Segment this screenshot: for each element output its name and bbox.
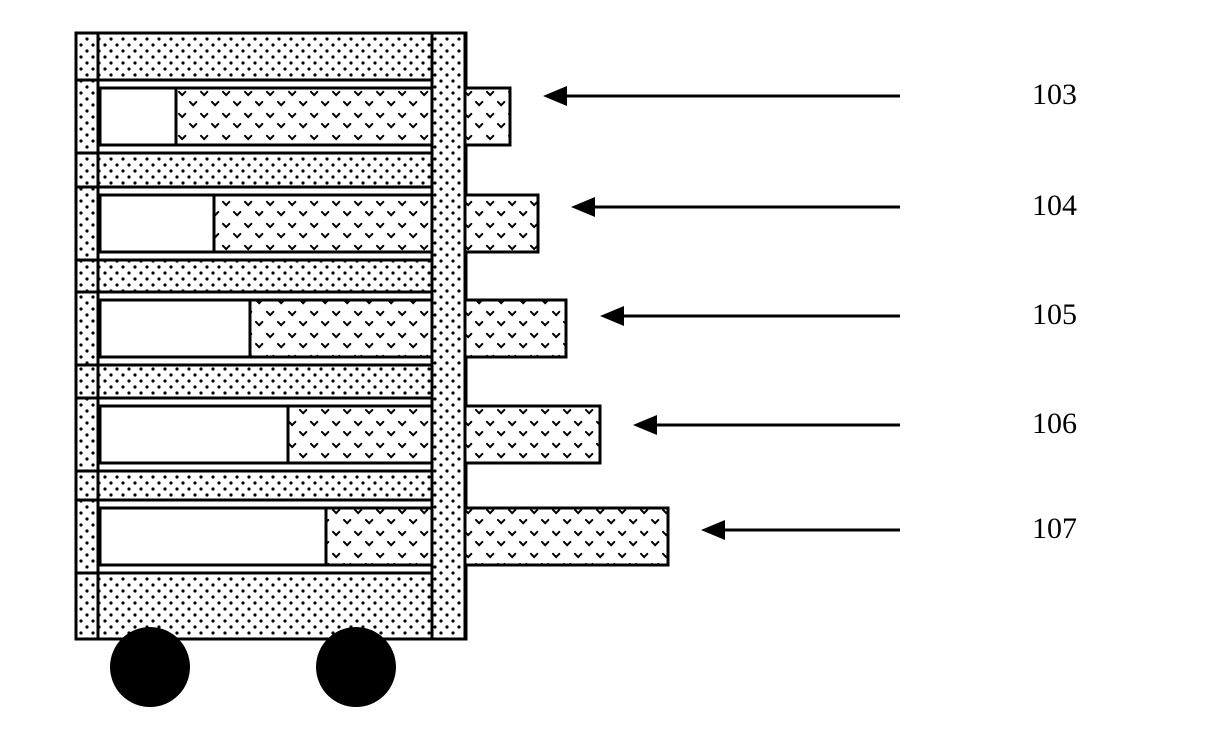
wheel — [110, 627, 190, 707]
drawer-back — [100, 406, 288, 463]
drawer-protrusion-105 — [465, 300, 566, 357]
drawer-protrusion-103 — [465, 88, 510, 145]
callout-label-103: 103 — [1032, 78, 1077, 112]
drawer-back — [100, 300, 250, 357]
drawer-back — [100, 508, 326, 565]
callout-arrow-head — [600, 306, 624, 326]
callout-arrow-head — [701, 520, 725, 540]
wheel — [316, 627, 396, 707]
drawer-back — [100, 88, 176, 145]
drawer-protrusion-104 — [465, 195, 538, 252]
drawer-protrusion-107 — [465, 508, 668, 565]
callout-label-107: 107 — [1032, 512, 1077, 546]
callout-label-105: 105 — [1032, 298, 1077, 332]
callout-label-104: 104 — [1032, 189, 1077, 223]
callout-arrow-head — [633, 415, 657, 435]
callout-arrow-head — [543, 86, 567, 106]
drawer-back — [100, 195, 214, 252]
callout-label-106: 106 — [1032, 407, 1077, 441]
drawer-protrusion-106 — [465, 406, 600, 463]
callout-arrow-head — [571, 197, 595, 217]
